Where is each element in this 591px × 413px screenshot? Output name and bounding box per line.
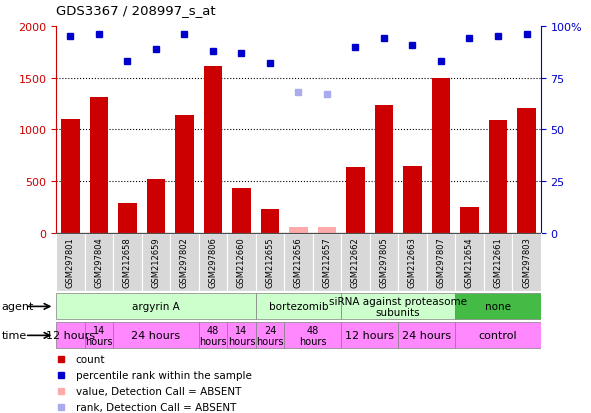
Bar xyxy=(289,227,308,233)
Bar xyxy=(318,227,336,233)
Bar xyxy=(375,105,393,233)
Bar xyxy=(232,189,251,233)
Bar xyxy=(175,116,194,233)
Text: GSM297804: GSM297804 xyxy=(95,237,103,287)
Bar xyxy=(90,98,108,233)
Text: GSM212655: GSM212655 xyxy=(265,237,274,287)
Text: control: control xyxy=(479,330,517,341)
Bar xyxy=(398,233,427,291)
Bar xyxy=(512,233,541,291)
Bar xyxy=(85,233,113,291)
Bar xyxy=(489,121,507,233)
Text: time: time xyxy=(2,330,27,341)
Bar xyxy=(284,233,313,291)
Bar xyxy=(85,323,113,349)
Bar xyxy=(199,233,227,291)
Bar xyxy=(427,233,455,291)
Text: GSM212656: GSM212656 xyxy=(294,237,303,287)
Bar xyxy=(113,323,199,349)
Bar xyxy=(199,323,227,349)
Bar xyxy=(341,233,370,291)
Text: siRNA against proteasome
subunits: siRNA against proteasome subunits xyxy=(329,296,467,318)
Text: GSM212654: GSM212654 xyxy=(465,237,474,287)
Text: GSM212663: GSM212663 xyxy=(408,237,417,287)
Bar xyxy=(61,120,80,233)
Text: GDS3367 / 208997_s_at: GDS3367 / 208997_s_at xyxy=(56,4,216,17)
Text: 48
hours: 48 hours xyxy=(299,325,326,347)
Text: GSM212662: GSM212662 xyxy=(351,237,360,287)
Text: GSM212659: GSM212659 xyxy=(151,237,160,287)
Bar xyxy=(484,233,512,291)
Bar xyxy=(147,180,165,233)
Text: GSM212657: GSM212657 xyxy=(323,237,332,287)
Bar xyxy=(56,294,256,320)
Bar xyxy=(113,233,142,291)
Bar xyxy=(256,233,284,291)
Bar xyxy=(341,323,398,349)
Text: bortezomib: bortezomib xyxy=(269,301,328,312)
Bar xyxy=(517,108,536,233)
Text: GSM297801: GSM297801 xyxy=(66,237,75,287)
Bar xyxy=(56,323,85,349)
Bar xyxy=(455,233,484,291)
Bar xyxy=(313,233,341,291)
Text: count: count xyxy=(76,354,105,364)
Text: GSM297803: GSM297803 xyxy=(522,237,531,287)
Bar xyxy=(56,233,85,291)
Bar xyxy=(346,167,365,233)
Bar xyxy=(455,323,541,349)
Text: 12 hours: 12 hours xyxy=(46,330,95,341)
Text: 14
hours: 14 hours xyxy=(85,325,113,347)
Text: value, Detection Call = ABSENT: value, Detection Call = ABSENT xyxy=(76,386,241,396)
Bar xyxy=(370,233,398,291)
Bar xyxy=(142,233,170,291)
Text: rank, Detection Call = ABSENT: rank, Detection Call = ABSENT xyxy=(76,402,236,412)
Text: agent: agent xyxy=(2,301,34,312)
Text: GSM212658: GSM212658 xyxy=(123,237,132,287)
Text: none: none xyxy=(485,301,511,312)
Bar xyxy=(341,294,455,320)
Bar xyxy=(118,203,137,233)
Bar xyxy=(431,78,450,233)
Bar xyxy=(256,323,284,349)
Text: GSM297802: GSM297802 xyxy=(180,237,189,287)
Text: GSM212660: GSM212660 xyxy=(237,237,246,287)
Text: 24 hours: 24 hours xyxy=(131,330,180,341)
Text: percentile rank within the sample: percentile rank within the sample xyxy=(76,370,251,380)
Text: GSM297805: GSM297805 xyxy=(379,237,388,287)
Text: argyrin A: argyrin A xyxy=(132,301,180,312)
Bar xyxy=(204,67,222,233)
Bar xyxy=(284,323,341,349)
Bar xyxy=(403,166,422,233)
Text: GSM297807: GSM297807 xyxy=(437,237,446,287)
Text: GSM212661: GSM212661 xyxy=(493,237,502,287)
Bar xyxy=(227,233,256,291)
Bar xyxy=(227,323,256,349)
Bar xyxy=(455,294,541,320)
Bar xyxy=(398,323,455,349)
Bar xyxy=(256,294,341,320)
Bar xyxy=(261,210,279,233)
Text: 48
hours: 48 hours xyxy=(199,325,227,347)
Bar xyxy=(460,207,479,233)
Text: 14
hours: 14 hours xyxy=(228,325,255,347)
Text: 24 hours: 24 hours xyxy=(402,330,452,341)
Text: 12 hours: 12 hours xyxy=(345,330,394,341)
Bar xyxy=(170,233,199,291)
Text: 24
hours: 24 hours xyxy=(256,325,284,347)
Text: GSM297806: GSM297806 xyxy=(209,237,217,287)
